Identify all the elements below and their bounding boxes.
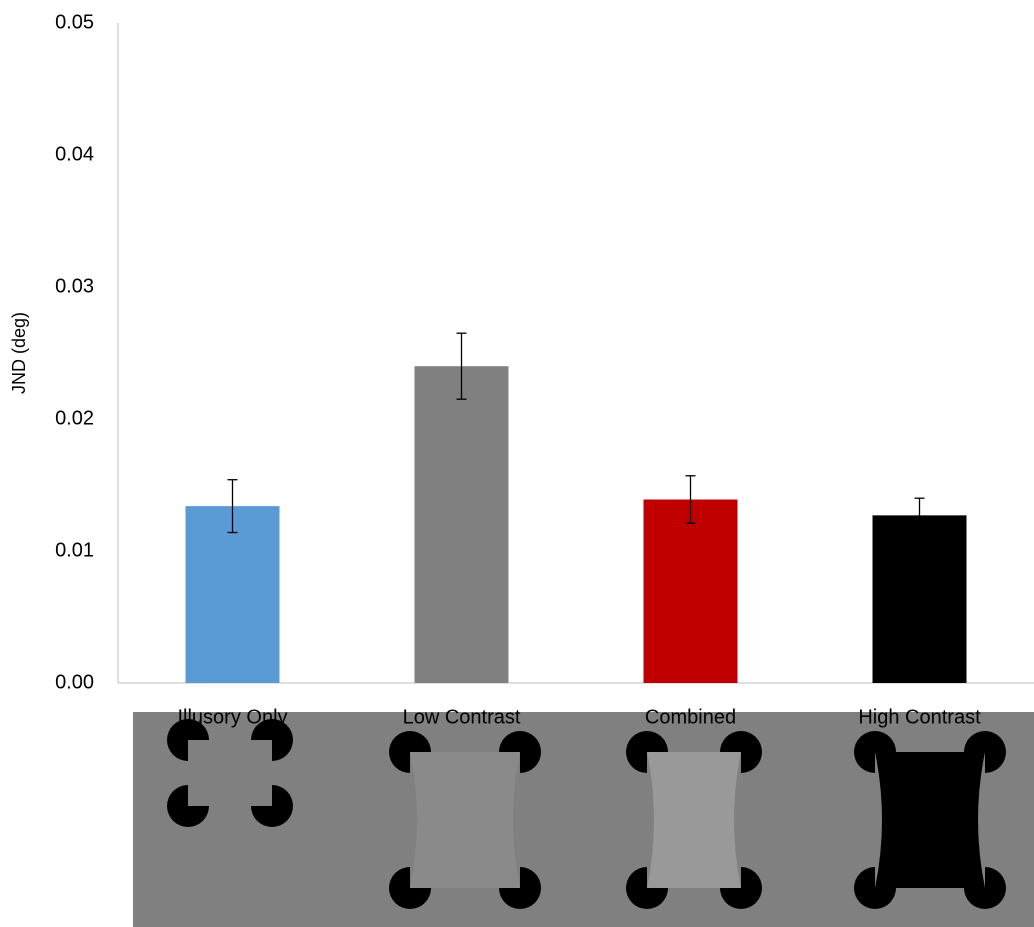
y-tick-label: 0.02 xyxy=(55,407,94,429)
y-tick-label: 0.04 xyxy=(55,143,94,165)
bar xyxy=(415,366,509,683)
x-tick-label: Combined xyxy=(645,706,736,728)
illusory-square xyxy=(647,752,741,888)
y-tick-label: 0.03 xyxy=(55,275,94,297)
y-tick-label: 0.05 xyxy=(55,11,94,33)
illusory-square xyxy=(875,752,985,888)
illusory-square xyxy=(410,752,520,888)
bar xyxy=(644,500,738,683)
bar xyxy=(873,515,967,683)
y-tick-label: 0.00 xyxy=(55,671,94,693)
x-tick-label: Low Contrast xyxy=(403,706,521,728)
y-axis-label: JND (deg) xyxy=(9,312,29,394)
y-tick-label: 0.01 xyxy=(55,539,94,561)
x-tick-label: High Contrast xyxy=(858,706,981,728)
chart: JND (deg) 0.000.010.020.030.040.05Illuso… xyxy=(0,0,1034,927)
